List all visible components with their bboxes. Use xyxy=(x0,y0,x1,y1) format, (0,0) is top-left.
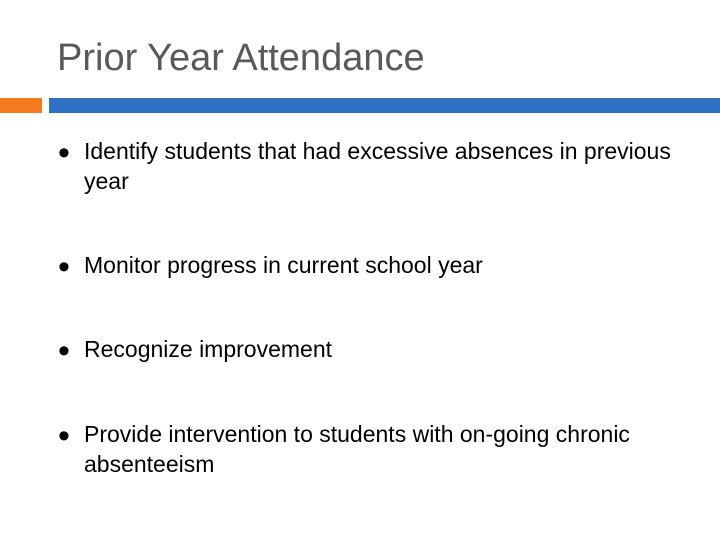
bullet-icon: • xyxy=(58,134,70,172)
slide-title: Prior Year Attendance xyxy=(57,37,425,79)
bullet-item: • Identify students that had excessive a… xyxy=(58,136,688,196)
bullet-item: • Monitor progress in current school yea… xyxy=(58,250,688,284)
bullet-icon: • xyxy=(58,332,70,370)
bullet-text: Identify students that had excessive abs… xyxy=(84,138,671,194)
bullet-icon: • xyxy=(58,417,70,455)
title-accent-orange-bar xyxy=(0,98,42,113)
title-accent-blue-bar xyxy=(49,98,720,113)
bullet-text: Provide intervention to students with on… xyxy=(84,421,630,477)
bullet-item: • Recognize improvement xyxy=(58,334,688,368)
bullet-icon: • xyxy=(58,248,70,286)
bullet-text: Recognize improvement xyxy=(84,336,333,362)
bullet-text: Monitor progress in current school year xyxy=(84,252,483,278)
bullet-item: • Provide intervention to students with … xyxy=(58,419,688,479)
